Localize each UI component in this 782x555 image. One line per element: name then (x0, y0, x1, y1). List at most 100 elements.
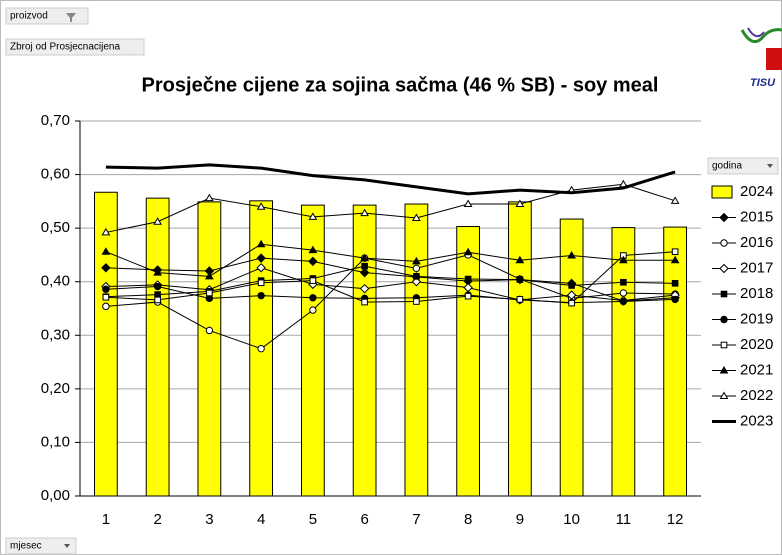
marker (670, 196, 680, 204)
marker (619, 255, 628, 264)
marker (102, 302, 110, 311)
marker (671, 295, 679, 304)
marker (309, 306, 317, 314)
legend-label: 2023 (740, 412, 773, 429)
measure-button[interactable]: Zbroj od Prosjecnacijena (5, 38, 145, 56)
legend-swatch (711, 185, 733, 199)
marker (671, 280, 679, 287)
marker (620, 278, 627, 286)
filter-icon (66, 13, 76, 22)
legend-item: 2023 (712, 412, 773, 429)
x-tick-label: 3 (205, 511, 213, 528)
bar (145, 197, 170, 497)
marker (153, 217, 162, 225)
bar (611, 227, 636, 497)
marker (568, 282, 575, 289)
marker (516, 296, 524, 303)
legend-field-button[interactable]: godina (707, 157, 779, 175)
bar (507, 201, 532, 497)
marker (205, 326, 214, 335)
marker (101, 227, 111, 236)
marker (413, 273, 420, 280)
marker (412, 264, 421, 273)
dropdown-icon (64, 544, 70, 548)
x-tick-label: 7 (412, 511, 420, 528)
button-bg (5, 38, 145, 56)
series-2023 (105, 163, 676, 196)
marker (360, 208, 369, 217)
marker (206, 289, 213, 297)
legend-item: 2019 (712, 310, 773, 327)
marker (309, 277, 317, 284)
marker (568, 299, 575, 307)
x-tick-label: 1 (102, 511, 110, 528)
line (105, 286, 676, 304)
marker (567, 250, 576, 259)
legend-label: 2024 (740, 183, 773, 200)
button-bg (707, 157, 779, 175)
marker (256, 253, 266, 263)
bar (300, 204, 325, 497)
bar (559, 218, 584, 497)
filter-button[interactable]: proizvod (5, 7, 89, 25)
bar (663, 226, 688, 497)
x-tick-label: 10 (563, 511, 580, 528)
x-tick-label: 6 (360, 511, 368, 528)
marker (308, 212, 318, 220)
marker (361, 298, 368, 306)
marker (412, 256, 421, 265)
marker (360, 253, 369, 262)
legend-label: 2020 (740, 336, 773, 353)
marker (464, 275, 472, 283)
x-tick-label: 8 (464, 511, 472, 528)
marker (257, 344, 265, 353)
legend-item: 2020 (712, 336, 773, 353)
x-tick-label: 5 (309, 511, 317, 528)
chart-title: Prosječne cijene za sojina sačma (46 % S… (142, 74, 659, 96)
y-tick-label: 0,30 (41, 326, 70, 343)
dropdown-icon (767, 164, 773, 168)
logo: TISU (740, 27, 782, 89)
marker (101, 263, 111, 273)
legend-marker (720, 290, 728, 298)
y-tick-label: 0,10 (41, 433, 70, 450)
bar (456, 226, 481, 497)
line (105, 251, 676, 304)
marker (101, 247, 111, 255)
marker (359, 267, 370, 278)
marker (153, 268, 162, 276)
marker (153, 282, 162, 291)
y-tick-label: 0,00 (41, 487, 70, 504)
y-tick-label: 0,40 (41, 273, 70, 290)
legend-field-label: godina (712, 161, 742, 172)
marker (257, 291, 265, 300)
line (105, 257, 676, 302)
axis-field-button[interactable]: mjesec (5, 537, 77, 555)
logo-swoosh (747, 27, 765, 38)
line (105, 267, 676, 301)
legend-label: 2021 (740, 361, 773, 378)
marker (102, 293, 110, 301)
legend-item: 2015 (712, 208, 773, 225)
logo-swoosh (740, 28, 782, 44)
marker (256, 202, 266, 210)
legend-label: 2016 (740, 234, 773, 251)
marker (256, 239, 266, 248)
legend-item: 2024 (711, 183, 773, 200)
line (105, 183, 676, 233)
marker (463, 199, 473, 208)
legend-item: 2016 (712, 234, 773, 251)
marker (256, 263, 266, 273)
x-tick-label: 4 (257, 511, 265, 528)
marker (205, 271, 214, 280)
marker (463, 247, 473, 256)
marker (619, 297, 628, 306)
legend-item: 2022 (712, 387, 773, 404)
button-bg (5, 537, 77, 555)
line (105, 254, 676, 350)
legend-label: 2022 (740, 387, 773, 404)
marker (515, 255, 525, 264)
legend-label: 2018 (740, 285, 773, 302)
legend-marker (719, 366, 729, 374)
line (105, 163, 676, 196)
